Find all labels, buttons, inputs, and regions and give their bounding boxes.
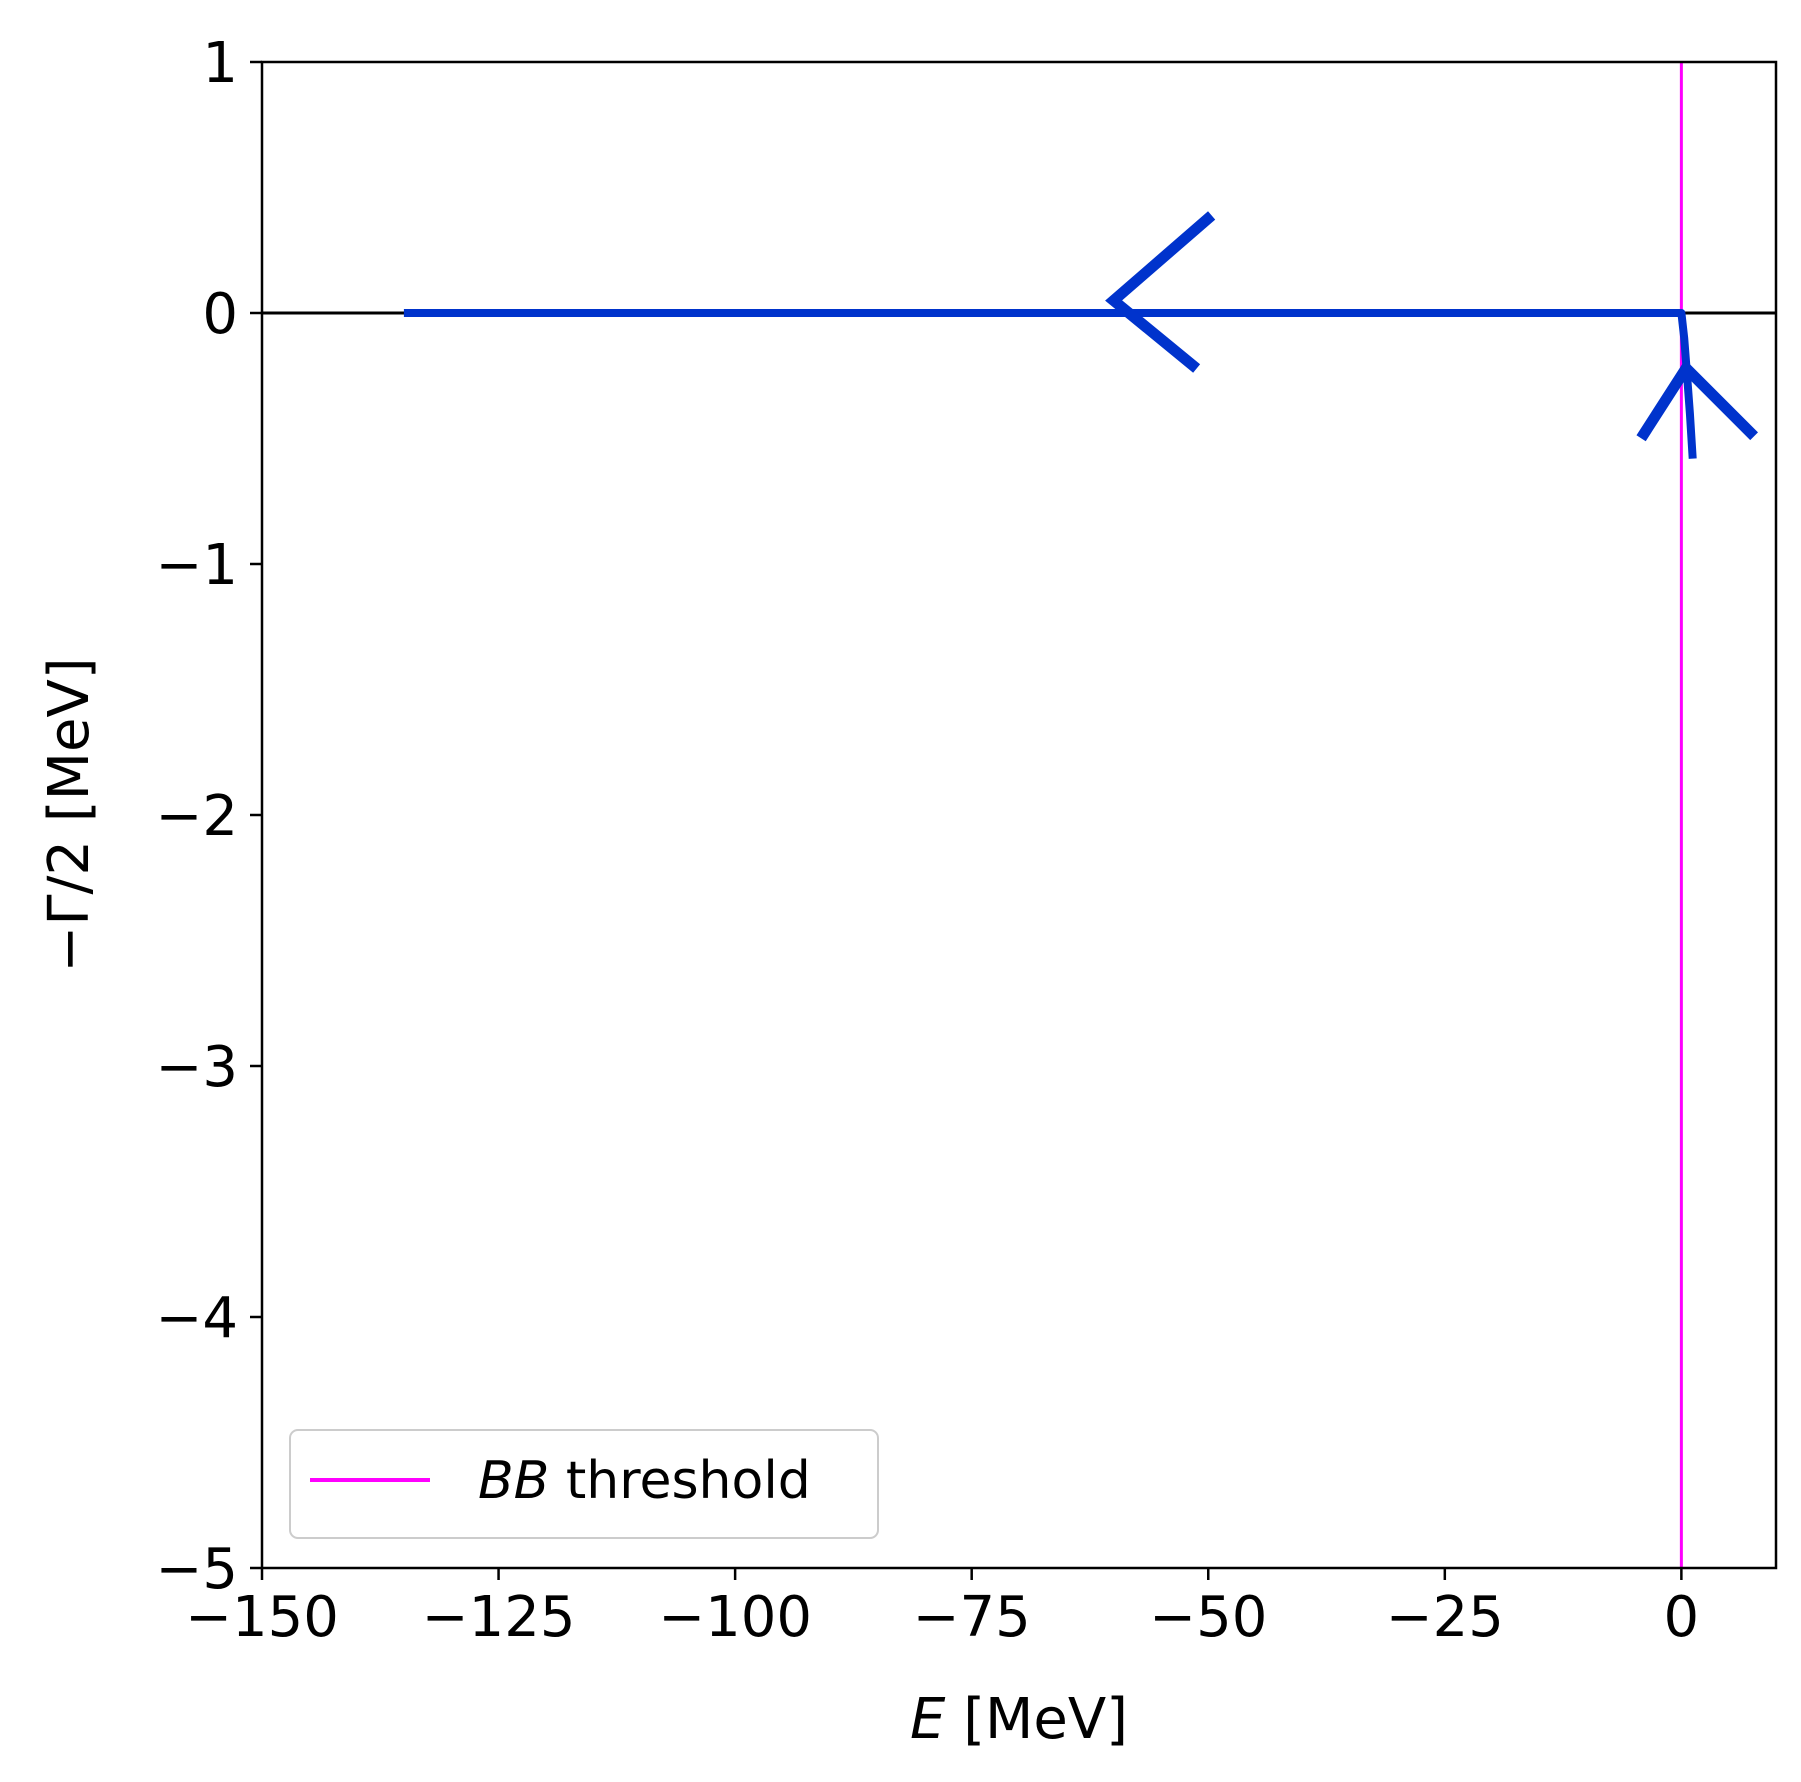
legend: BB threshold [289, 1429, 879, 1539]
x-tick-label: −125 [422, 1585, 576, 1650]
y-tick-label: 0 [202, 282, 238, 347]
legend-label-bb-threshold: BB threshold [478, 1451, 811, 1511]
x-axis-ticks: −150 −125 −100 −75 −50 −25 0 [185, 1568, 1699, 1650]
x-axis-label: E [MeV] [910, 1687, 1128, 1752]
y-tick-label: −3 [155, 1035, 238, 1100]
x-tick-label: −25 [1386, 1585, 1504, 1650]
y-tick-label: 1 [202, 31, 238, 96]
legend-label-italic: BB [478, 1451, 549, 1511]
y-axis-label: −Γ/2 [MeV] [37, 657, 102, 972]
x-axis-label-var: E [910, 1687, 946, 1752]
x-tick-label: −100 [658, 1585, 812, 1650]
direction-arrow-up [1636, 359, 1758, 442]
x-tick-label: −150 [185, 1585, 339, 1650]
y-tick-label: −5 [155, 1537, 238, 1602]
x-tick-label: 0 [1664, 1585, 1700, 1650]
legend-box [289, 1429, 879, 1539]
y-axis-ticks: 1 0 −1 −2 −3 −4 −5 [155, 31, 262, 1602]
x-tick-label: −75 [913, 1585, 1031, 1650]
series-line [403, 309, 1697, 459]
direction-arrow-left [1105, 211, 1216, 373]
x-tick-label: −50 [1149, 1585, 1267, 1650]
y-tick-label: −1 [155, 533, 238, 598]
plot-background [262, 62, 1776, 1568]
legend-label-rest: threshold [549, 1451, 810, 1511]
plot-marks [262, 62, 1776, 1568]
y-tick-label: −4 [155, 1286, 238, 1351]
x-axis-label-unit: [MeV] [945, 1687, 1128, 1752]
y-tick-label: −2 [155, 784, 238, 849]
